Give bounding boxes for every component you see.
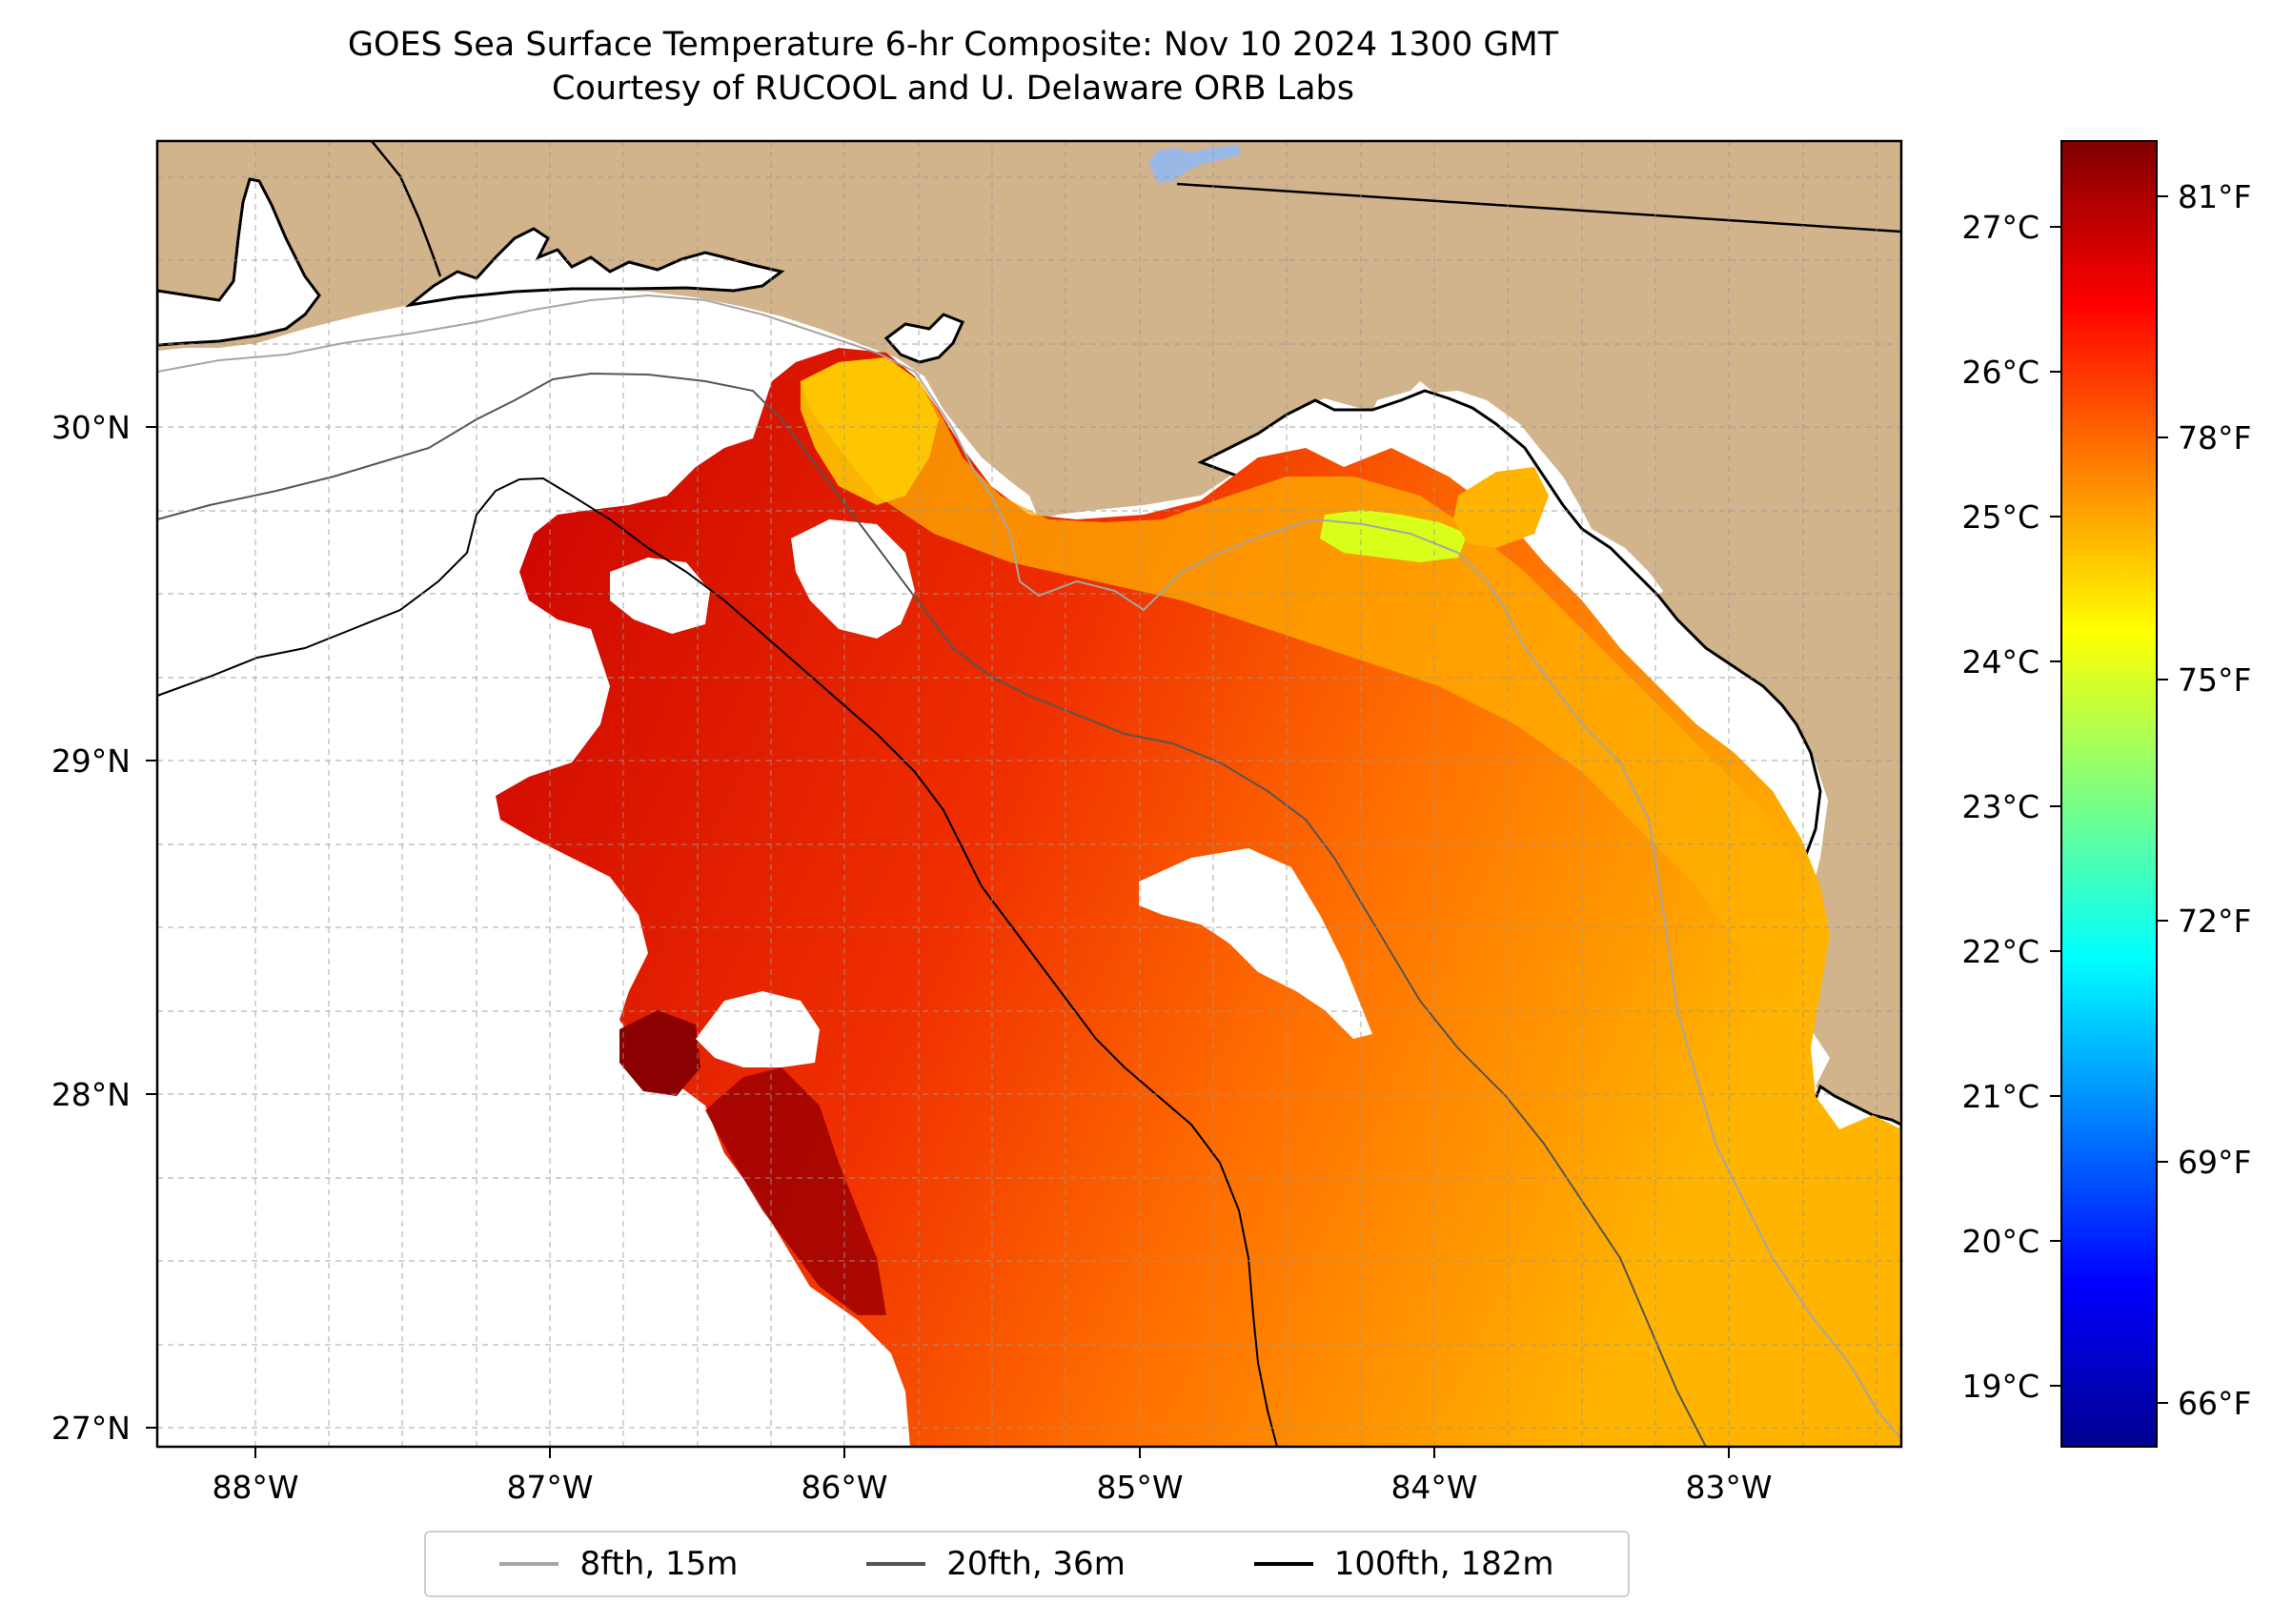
land-mass	[157, 141, 1901, 1125]
celsius-23: 23°C	[1961, 788, 2039, 825]
lon-label-84: 84°W	[1390, 1469, 1477, 1506]
celsius-22: 22°C	[1961, 933, 2039, 970]
lat-label-30: 30°N	[51, 409, 131, 446]
bay-pensacola	[404, 227, 785, 308]
sst-cool-band	[801, 357, 1806, 1010]
legend-swatch-20fth	[866, 1562, 926, 1566]
lon-label-88: 88°W	[212, 1469, 298, 1506]
fahrenheit-72: 72°F	[2178, 903, 2251, 940]
lon-label-83: 83°W	[1685, 1469, 1772, 1506]
isobath-182m	[157, 477, 1278, 1447]
map-frame	[155, 139, 1903, 1449]
title-line-1: GOES Sea Surface Temperature 6-hr Compos…	[347, 26, 1559, 64]
state-boundary	[1176, 182, 1901, 233]
isobath-legend: 8fth, 15m 20fth, 36m 100fth, 182m	[424, 1531, 1630, 1597]
celsius-24: 24°C	[1961, 643, 2039, 680]
legend-item-100fth: 100fth, 182m	[1253, 1545, 1554, 1583]
title-line-2: Courtesy of RUCOOL and U. Delaware ORB L…	[552, 70, 1354, 108]
legend-label-20fth: 20fth, 36m	[946, 1545, 1126, 1583]
fahrenheit-75: 75°F	[2178, 661, 2251, 699]
sst-warmest-patch	[705, 1067, 886, 1315]
lat-label-28: 28°N	[51, 1076, 131, 1113]
celsius-25: 25°C	[1961, 498, 2039, 536]
legend-swatch-100fth	[1253, 1562, 1313, 1566]
lon-label-85: 85°W	[1096, 1469, 1183, 1506]
lat-label-27: 27°N	[51, 1410, 131, 1447]
state-boundary-al	[371, 141, 442, 277]
legend-item-8fth: 8fth, 15m	[499, 1545, 738, 1583]
lon-label-87: 87°W	[506, 1469, 593, 1506]
fahrenheit-66: 66°F	[2178, 1385, 2251, 1422]
sst-warmest-patch-2	[619, 1010, 700, 1096]
isobath-15m	[157, 294, 1901, 1440]
map-title: GOES Sea Surface Temperature 6-hr Compos…	[0, 23, 1906, 111]
legend-item-20fth: 20fth, 36m	[866, 1545, 1126, 1583]
lake-seminole	[1148, 145, 1241, 183]
celsius-21: 21°C	[1961, 1078, 2039, 1115]
axis-ticks	[146, 426, 1730, 1458]
legend-label-8fth: 8fth, 15m	[579, 1545, 739, 1583]
fahrenheit-81: 81°F	[2178, 178, 2251, 215]
fahrenheit-69: 69°F	[2178, 1144, 2251, 1181]
celsius-26: 26°C	[1961, 354, 2039, 391]
colorbar-celsius-ticks	[2050, 226, 2061, 1387]
isobath-36m	[157, 372, 1707, 1447]
sst-yellow-band	[801, 357, 939, 505]
grid	[157, 141, 1901, 1447]
bay-choctaw	[883, 313, 965, 364]
cloud-gap-1	[1139, 848, 1372, 1039]
fahrenheit-78: 78°F	[2178, 419, 2251, 457]
cloud-gap-3	[791, 519, 915, 639]
legend-label-100fth: 100fth, 182m	[1333, 1545, 1554, 1583]
lat-label-29: 29°N	[51, 742, 131, 780]
cloud-gap-4	[696, 991, 820, 1067]
celsius-20: 20°C	[1961, 1223, 2039, 1260]
colorbar-fahrenheit-ticks	[2157, 195, 2168, 1404]
celsius-19: 19°C	[1961, 1368, 2039, 1405]
map-panel	[157, 141, 1901, 1447]
bay-mobile	[157, 177, 321, 347]
celsius-27: 27°C	[1961, 209, 2039, 246]
sst-orange-patch	[1453, 467, 1549, 548]
cloud-gap-2	[610, 558, 710, 634]
legend-swatch-8fth	[499, 1562, 559, 1566]
lon-label-86: 86°W	[801, 1469, 887, 1506]
colorbar	[2060, 140, 2158, 1448]
